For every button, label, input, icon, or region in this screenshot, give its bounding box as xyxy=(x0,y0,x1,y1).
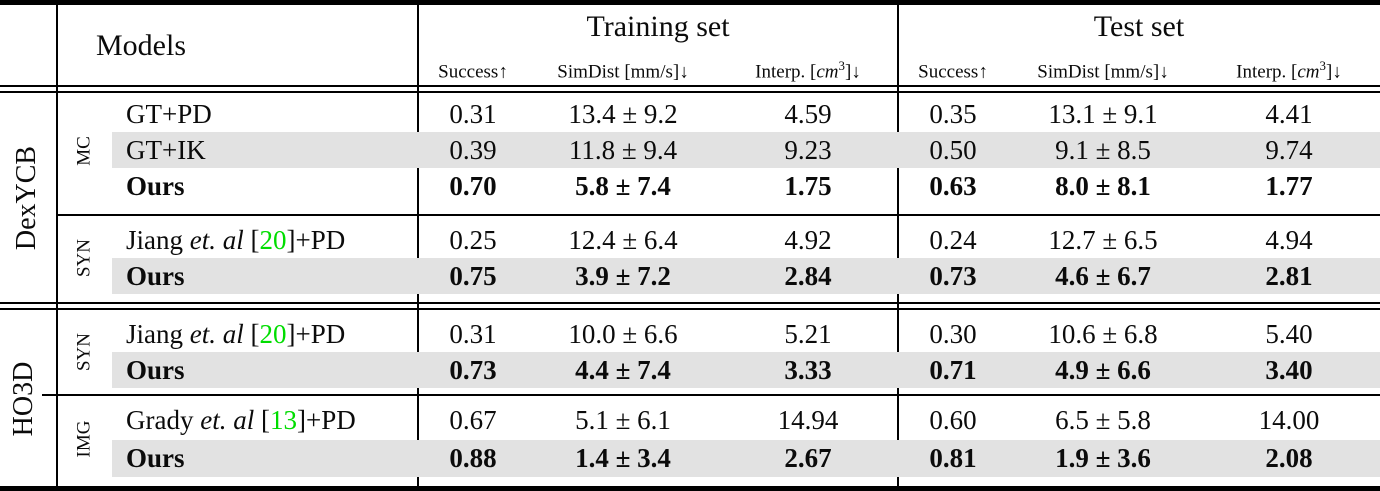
test-success-value: 0.35 xyxy=(929,99,977,129)
model-name: Ours xyxy=(126,261,185,291)
test-interp-value: 2.08 xyxy=(1265,443,1313,473)
model-name: Jiang et. al [20]+PD xyxy=(126,225,346,255)
test-simdist-value: 12.7 ± 6.5 xyxy=(1048,225,1158,255)
train-interp-value: 3.33 xyxy=(784,355,832,385)
train-simdist-value: 4.4 ± 7.4 xyxy=(575,355,671,385)
test-interp-value: 4.94 xyxy=(1265,225,1313,255)
test-simdist-value: 4.9 ± 6.6 xyxy=(1055,355,1151,385)
model-name: Ours xyxy=(126,171,185,201)
training-set-header: Training set xyxy=(586,10,730,43)
model-name: Grady et. al [13]+PD xyxy=(126,405,356,435)
model-name: Jiang et. al [20]+PD xyxy=(126,319,346,349)
section-divider-rule-2 xyxy=(0,308,1380,310)
model-name: Ours xyxy=(126,355,185,385)
train-success-value: 0.75 xyxy=(449,261,497,291)
test-success-value: 0.30 xyxy=(929,319,977,349)
train-success-value: 0.73 xyxy=(449,355,497,385)
test-interp-header: Interp. [cm3]↓ xyxy=(1236,58,1342,83)
training-simdist-header: SimDist [mm/s]↓ xyxy=(557,61,689,83)
table-row: Jiang et. al [20]+PD 0.25 12.4 ± 6.4 4.9… xyxy=(0,222,1380,258)
test-set-header: Test set xyxy=(1093,10,1185,43)
table-row: Jiang et. al [20]+PD 0.31 10.0 ± 6.6 5.2… xyxy=(0,316,1380,352)
train-interp-value: 1.75 xyxy=(784,171,832,201)
train-interp-value: 14.94 xyxy=(777,405,839,435)
test-success-value: 0.71 xyxy=(929,355,977,385)
metric-headers: Success↑ SimDist [mm/s]↓ Interp. [cm3]↓ … xyxy=(418,50,1380,88)
train-interp-value: 2.67 xyxy=(784,443,832,473)
table-top-rule xyxy=(0,0,1380,5)
train-simdist-value: 5.1 ± 6.1 xyxy=(575,405,671,435)
test-simdist-value: 1.9 ± 3.6 xyxy=(1055,443,1151,473)
test-success-value: 0.63 xyxy=(929,171,977,201)
train-interp-value: 4.59 xyxy=(784,99,832,129)
table-row: Ours 0.88 1.4 ± 3.4 2.67 0.81 1.9 ± 3.6 … xyxy=(0,440,1380,477)
training-test-rule xyxy=(897,5,899,486)
test-success-header: Success↑ xyxy=(918,61,988,83)
citation-link[interactable]: 20 xyxy=(259,225,287,255)
table-bottom-rule xyxy=(0,486,1380,491)
train-interp-value: 2.84 xyxy=(784,261,832,291)
model-name: Ours xyxy=(126,443,185,473)
training-interp-header: Interp. [cm3]↓ xyxy=(755,58,861,83)
train-interp-value: 4.92 xyxy=(784,225,832,255)
test-simdist-value: 10.6 ± 6.8 xyxy=(1048,319,1158,349)
test-simdist-value: 8.0 ± 8.1 xyxy=(1055,171,1151,201)
test-interp-value: 2.81 xyxy=(1265,261,1313,291)
test-success-value: 0.73 xyxy=(929,261,977,291)
test-interp-value: 3.40 xyxy=(1265,355,1313,385)
train-success-value: 0.70 xyxy=(449,171,497,201)
test-success-value: 0.60 xyxy=(929,405,977,435)
training-success-header: Success↑ xyxy=(438,61,508,83)
header-bottom-rule-2 xyxy=(0,91,1380,93)
train-simdist-value: 5.8 ± 7.4 xyxy=(575,171,671,201)
header-bottom-rule-1 xyxy=(0,85,1380,87)
train-simdist-value: 1.4 ± 3.4 xyxy=(575,443,671,473)
train-success-value: 0.67 xyxy=(449,405,497,435)
test-interp-value: 14.00 xyxy=(1258,405,1320,435)
table-row: GT+IK 0.39 11.8 ± 9.4 9.23 0.50 9.1 ± 8.… xyxy=(0,132,1380,168)
train-interp-value: 5.21 xyxy=(784,319,832,349)
models-column-header: Models xyxy=(96,29,186,62)
model-name: GT+IK xyxy=(126,135,206,165)
train-success-value: 0.39 xyxy=(449,135,497,165)
train-simdist-value: 3.9 ± 7.2 xyxy=(575,261,671,291)
citation-link[interactable]: 20 xyxy=(259,319,287,349)
train-simdist-value: 13.4 ± 9.2 xyxy=(568,99,678,129)
dexycb-group-divider-rule xyxy=(57,214,1380,216)
test-success-value: 0.24 xyxy=(929,225,977,255)
train-simdist-value: 11.8 ± 9.4 xyxy=(568,135,678,165)
train-success-value: 0.31 xyxy=(449,99,497,129)
table-row: Ours 0.75 3.9 ± 7.2 2.84 0.73 4.6 ± 6.7 … xyxy=(0,258,1380,294)
train-simdist-value: 12.4 ± 6.4 xyxy=(568,225,678,255)
train-success-value: 0.25 xyxy=(449,225,497,255)
train-success-value: 0.88 xyxy=(449,443,497,473)
table-row: Grady et. al [13]+PD 0.67 5.1 ± 6.1 14.9… xyxy=(0,402,1380,438)
test-simdist-value: 13.1 ± 9.1 xyxy=(1048,99,1158,129)
table-row: GT+PD 0.31 13.4 ± 9.2 4.59 0.35 13.1 ± 9… xyxy=(0,96,1380,132)
citation-link[interactable]: 13 xyxy=(269,405,297,435)
test-simdist-value: 4.6 ± 6.7 xyxy=(1055,261,1151,291)
test-simdist-header: SimDist [mm/s]↓ xyxy=(1037,61,1169,83)
test-simdist-value: 9.1 ± 8.5 xyxy=(1055,135,1151,165)
table-row: Ours 0.70 5.8 ± 7.4 1.75 0.63 8.0 ± 8.1 … xyxy=(0,168,1380,204)
train-success-value: 0.31 xyxy=(449,319,497,349)
model-name: GT+PD xyxy=(126,99,212,129)
test-interp-value: 4.41 xyxy=(1265,99,1313,129)
test-success-value: 0.81 xyxy=(929,443,977,473)
train-simdist-value: 10.0 ± 6.6 xyxy=(568,319,678,349)
ho3d-group-divider-rule xyxy=(42,394,1380,396)
table-row: Ours 0.73 4.4 ± 7.4 3.33 0.71 4.9 ± 6.6 … xyxy=(0,352,1380,388)
dataset-column-rule xyxy=(56,5,58,486)
models-training-rule xyxy=(417,5,419,486)
section-divider-rule-1 xyxy=(0,302,1380,304)
test-interp-value: 9.74 xyxy=(1265,135,1313,165)
test-interp-value: 5.40 xyxy=(1265,319,1313,349)
test-interp-value: 1.77 xyxy=(1265,171,1313,201)
test-simdist-value: 6.5 ± 5.8 xyxy=(1055,405,1151,435)
train-interp-value: 9.23 xyxy=(784,135,832,165)
test-success-value: 0.50 xyxy=(929,135,977,165)
